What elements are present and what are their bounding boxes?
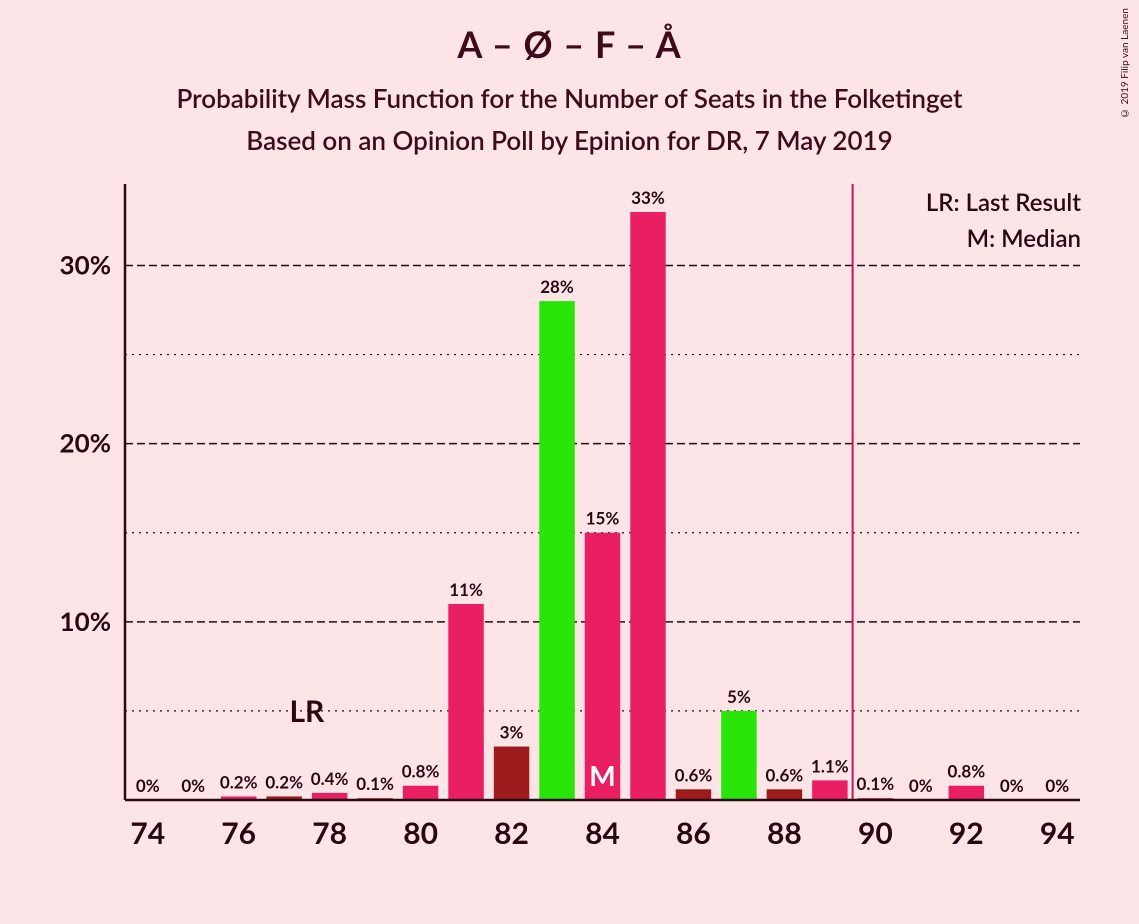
bar-value-label: 0.8% [947,761,985,782]
bar [767,789,802,800]
bar-value-label: 0.6% [766,764,804,785]
chart-subtitle-2: Based on an Opinion Poll by Epinion for … [0,124,1139,156]
chart-area: 10% 20% 30% 0% 0% 0.2% 0.2% 0.4% 0.1% 0.8% 11% 3% 28… [60,180,1090,880]
lr-label: LR [289,693,325,729]
bar-value-label: 3% [500,722,524,743]
x-tick-label: 94 [1040,815,1075,851]
bar-value-label: 0% [909,775,933,796]
bar-value-label: 5% [727,686,751,707]
median-marker: M [589,758,615,792]
bar [494,747,529,800]
x-tick-label: 76 [221,815,256,851]
bar [630,212,665,800]
x-tick-label: 80 [403,815,438,851]
bar-value-label: 0% [1000,775,1024,796]
bar-value-label: 0.2% [265,771,303,792]
bar-value-label: 0.8% [402,761,440,782]
x-tick-label: 78 [312,815,347,851]
x-tick-label: 86 [676,815,711,851]
y-tick-label: 30% [60,248,111,280]
x-tick-label: 88 [767,815,802,851]
bar-value-label: 0% [1045,775,1069,796]
bar-value-label: 0.2% [220,771,258,792]
bar [448,604,483,800]
x-tick-label: 90 [858,815,893,851]
y-tick-label: 10% [60,605,111,637]
chart-subtitle-1: Probability Mass Function for the Number… [0,82,1139,114]
chart-title: A – Ø – F – Å [0,22,1139,66]
bar-value-label: 15% [586,508,620,529]
bar [721,711,756,800]
bar [676,789,711,800]
bar [539,301,574,800]
x-tick-label: 92 [949,815,984,851]
y-tick-label: 20% [60,427,111,459]
copyright-text: © 2019 Filip van Laenen [1119,8,1131,119]
bar-value-label: 33% [631,187,665,208]
bar-value-label: 28% [540,276,574,297]
bar-value-label: 0.6% [675,764,713,785]
x-tick-label: 74 [130,815,165,851]
bar-value-label: 0% [136,775,160,796]
bar-value-label: 0% [181,775,205,796]
x-tick-label: 84 [585,815,620,851]
bar [949,786,984,800]
bar-value-label: 1.1% [811,755,849,776]
bar-value-label: 11% [449,579,483,600]
bar-value-label: 0.1% [857,773,895,794]
bar-chart: 10% 20% 30% 0% 0% 0.2% 0.2% 0.4% 0.1% 0.8% 11% 3% 28… [60,180,1090,880]
bar-value-label: 0.4% [311,768,349,789]
bar [812,780,847,800]
title-block: A – Ø – F – Å Probability Mass Function … [0,0,1139,156]
bar [403,786,438,800]
bar-value-label: 0.1% [356,773,394,794]
x-tick-label: 82 [494,815,529,851]
